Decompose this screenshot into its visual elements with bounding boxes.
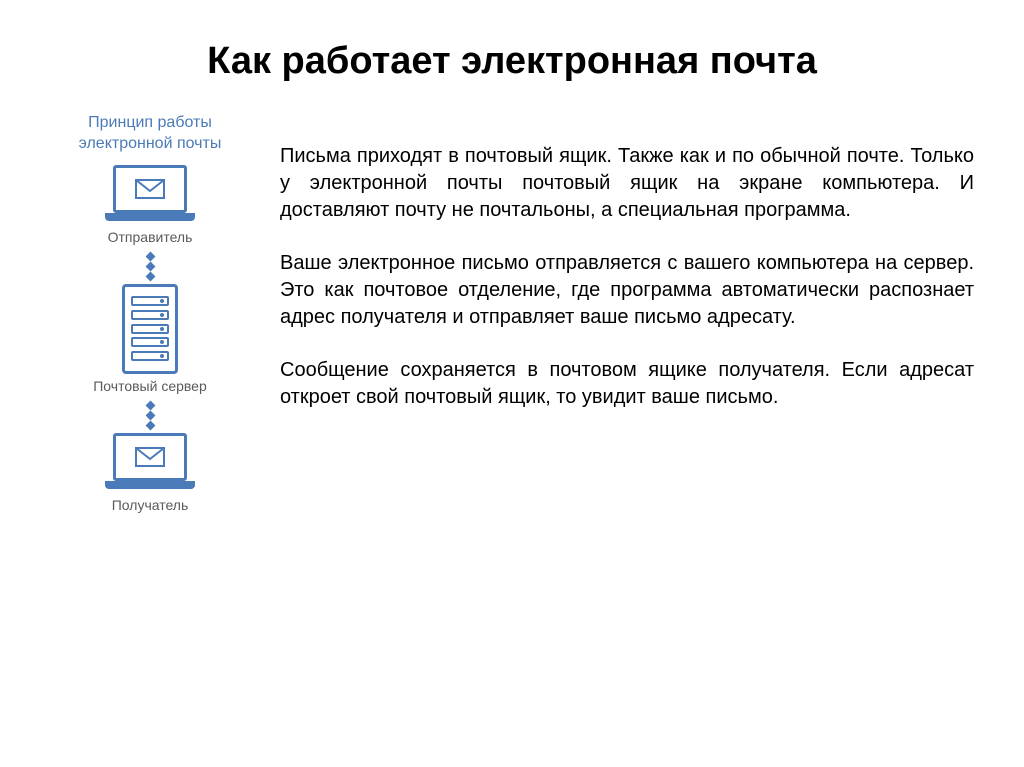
envelope-icon (135, 447, 165, 467)
recipient-laptop-icon (105, 433, 195, 493)
connector-icon (147, 402, 154, 429)
server-label: Почтовый сервер (93, 378, 207, 394)
email-flow-diagram: Принцип работы электронной почты Отправи… (50, 113, 250, 517)
connector-icon (147, 253, 154, 280)
recipient-label: Получатель (112, 497, 189, 513)
text-column: Письма приходят в почтовый ящик. Также к… (280, 113, 974, 517)
sender-laptop-icon (105, 165, 195, 225)
paragraph: Письма приходят в почтовый ящик. Также к… (280, 143, 974, 224)
server-icon (122, 284, 178, 374)
diagram-title: Принцип работы электронной почты (50, 113, 250, 155)
content-row: Принцип работы электронной почты Отправи… (50, 113, 974, 517)
sender-label: Отправитель (108, 229, 193, 245)
envelope-icon (135, 179, 165, 199)
paragraph: Ваше электронное письмо отправляется с в… (280, 250, 974, 331)
page-title: Как работает электронная почта (50, 40, 974, 83)
paragraph: Сообщение сохраняется в почтовом ящике п… (280, 357, 974, 411)
